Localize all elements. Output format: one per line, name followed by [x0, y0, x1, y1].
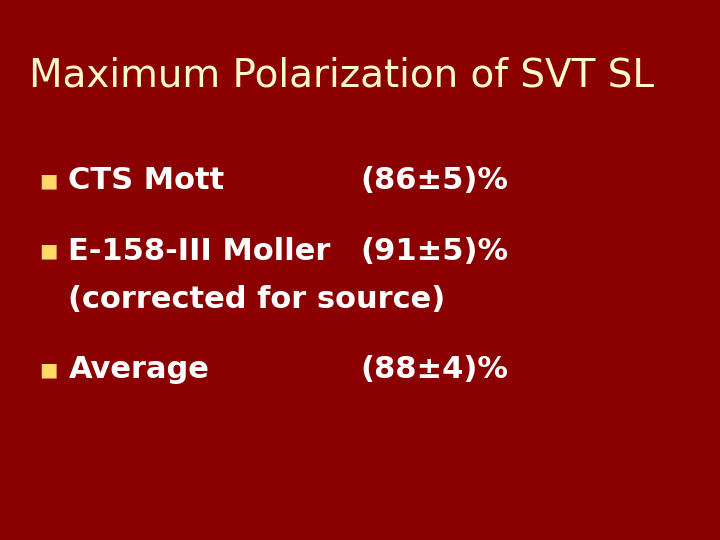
Text: E-158-III Moller: E-158-III Moller [68, 237, 330, 266]
Text: ■: ■ [40, 171, 58, 191]
Text: Maximum Polarization of SVT SL: Maximum Polarization of SVT SL [29, 57, 654, 94]
Text: (86±5)%: (86±5)% [360, 166, 508, 195]
Text: ■: ■ [40, 241, 58, 261]
Text: Average: Average [68, 355, 210, 384]
Text: ■: ■ [40, 360, 58, 380]
Text: (91±5)%: (91±5)% [360, 237, 508, 266]
Text: (88±4)%: (88±4)% [360, 355, 508, 384]
Text: CTS Mott: CTS Mott [68, 166, 225, 195]
Text: (corrected for source): (corrected for source) [68, 285, 446, 314]
